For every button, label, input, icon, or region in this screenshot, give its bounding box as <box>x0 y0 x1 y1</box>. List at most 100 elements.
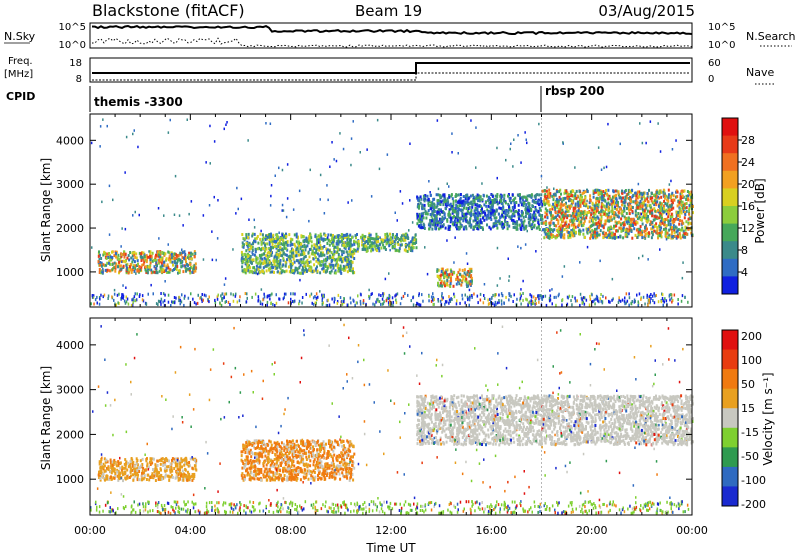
range-cell <box>591 206 594 210</box>
ground-scatter-cell <box>649 300 651 303</box>
range-cell <box>566 192 569 196</box>
range-cell <box>260 253 263 257</box>
range-cell <box>308 248 311 251</box>
scatter-cell <box>108 233 111 236</box>
range-cell <box>423 203 426 207</box>
scatter-cell <box>121 227 123 230</box>
range-cell <box>193 255 196 259</box>
scatter-cell <box>481 182 483 185</box>
range-cell <box>105 257 108 260</box>
range-cell <box>462 219 465 223</box>
range-cell <box>300 234 303 238</box>
scatter-cell <box>525 138 527 141</box>
freq-panel: Freq. [MHz] 18 8 60 0 Nave <box>4 56 776 85</box>
scatter-cell <box>368 288 370 292</box>
range-cell <box>469 216 472 220</box>
range-cell <box>293 260 296 264</box>
range-cell <box>580 224 583 228</box>
range-cell <box>602 196 605 200</box>
range-cell <box>396 233 398 237</box>
range-cell <box>608 194 611 198</box>
range-cell <box>688 221 691 225</box>
range-cell <box>594 218 597 222</box>
range-cell <box>642 195 645 199</box>
ground-scatter-cell <box>117 301 119 305</box>
range-cell <box>181 259 184 263</box>
range-cell <box>639 207 642 211</box>
scatter-cell <box>285 215 288 219</box>
range-cell <box>434 217 436 221</box>
range-cell <box>620 229 623 233</box>
range-cell <box>541 202 544 206</box>
range-cell <box>639 225 642 229</box>
ground-scatter-cell <box>225 292 228 296</box>
ground-scatter-cell <box>178 295 180 299</box>
ground-scatter-cell <box>648 295 650 299</box>
range-cell <box>356 249 359 253</box>
range-cell <box>545 198 548 202</box>
range-cell <box>572 206 575 210</box>
range-cell <box>265 269 268 273</box>
scatter-cell <box>225 123 227 126</box>
scatter-cell <box>286 163 289 166</box>
scatter-cell <box>137 145 139 149</box>
range-cell <box>676 235 679 239</box>
range-cell <box>659 211 662 215</box>
range-cell <box>133 264 136 268</box>
ground-scatter-cell <box>221 297 224 300</box>
range-cell <box>537 199 540 203</box>
ground-scatter-cell <box>395 298 397 302</box>
range-cell <box>457 215 459 219</box>
ground-scatter-cell <box>196 301 199 305</box>
range-cell <box>533 225 535 229</box>
range-cell <box>290 269 293 273</box>
range-cell <box>635 194 638 198</box>
range-cell <box>522 215 525 219</box>
range-cell <box>111 256 114 259</box>
ground-scatter-cell <box>644 302 646 306</box>
range-cell <box>618 207 621 211</box>
range-cell <box>342 257 345 261</box>
range-cell <box>243 252 246 256</box>
ground-scatter-cell <box>650 297 652 300</box>
range-cell <box>394 236 396 240</box>
range-cell <box>113 266 116 270</box>
range-cell <box>437 227 440 231</box>
ground-scatter-cell <box>432 303 434 306</box>
range-cell <box>421 219 424 223</box>
range-cell <box>571 220 574 224</box>
ground-scatter-cell <box>533 295 535 299</box>
beam-label: Beam 19 <box>355 2 422 20</box>
scatter-cell <box>120 260 123 264</box>
scatter-cell <box>209 124 211 128</box>
range-cell <box>464 212 467 216</box>
range-cell <box>338 248 341 252</box>
ground-scatter-cell <box>336 301 339 305</box>
range-cell <box>670 203 673 207</box>
range-cell <box>574 192 577 196</box>
range-cell <box>345 235 348 239</box>
range-cell <box>608 219 611 223</box>
range-cell <box>310 236 313 240</box>
range-cell <box>544 215 547 219</box>
ground-scatter-cell <box>653 301 656 305</box>
range-cell <box>500 200 503 204</box>
ground-scatter-cell <box>471 294 473 297</box>
range-cell <box>535 216 538 220</box>
ground-scatter-cell <box>618 296 620 300</box>
range-cell <box>561 200 563 204</box>
ground-scatter-cell <box>162 300 164 304</box>
range-cell <box>460 208 462 212</box>
ground-scatter-cell <box>352 298 354 302</box>
range-cell <box>543 230 546 234</box>
range-cell <box>149 250 152 254</box>
range-cell <box>251 232 254 236</box>
range-cell <box>514 226 517 230</box>
range-cell <box>671 191 674 195</box>
range-cell <box>617 193 620 197</box>
range-cell <box>602 226 605 230</box>
ground-scatter-cell <box>430 295 433 299</box>
range-cell <box>651 227 654 231</box>
ground-scatter-cell <box>544 294 547 298</box>
range-cell <box>341 267 344 271</box>
